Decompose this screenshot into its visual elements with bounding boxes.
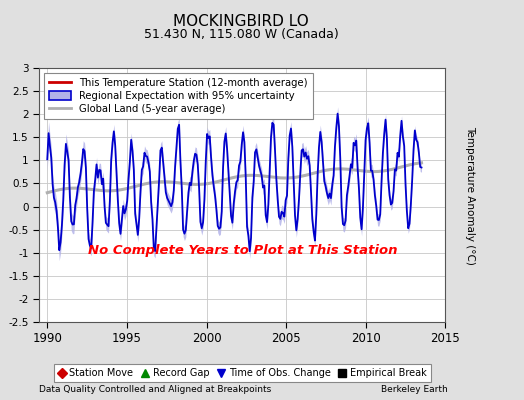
Text: MOCKINGBIRD LO: MOCKINGBIRD LO	[173, 14, 309, 29]
Y-axis label: Temperature Anomaly (°C): Temperature Anomaly (°C)	[465, 126, 475, 264]
Text: No Complete Years to Plot at This Station: No Complete Years to Plot at This Statio…	[88, 244, 397, 257]
Legend: Station Move, Record Gap, Time of Obs. Change, Empirical Break: Station Move, Record Gap, Time of Obs. C…	[54, 364, 431, 382]
Text: Data Quality Controlled and Aligned at Breakpoints: Data Quality Controlled and Aligned at B…	[39, 385, 271, 394]
Text: Berkeley Earth: Berkeley Earth	[381, 385, 448, 394]
Text: 51.430 N, 115.080 W (Canada): 51.430 N, 115.080 W (Canada)	[144, 28, 339, 41]
